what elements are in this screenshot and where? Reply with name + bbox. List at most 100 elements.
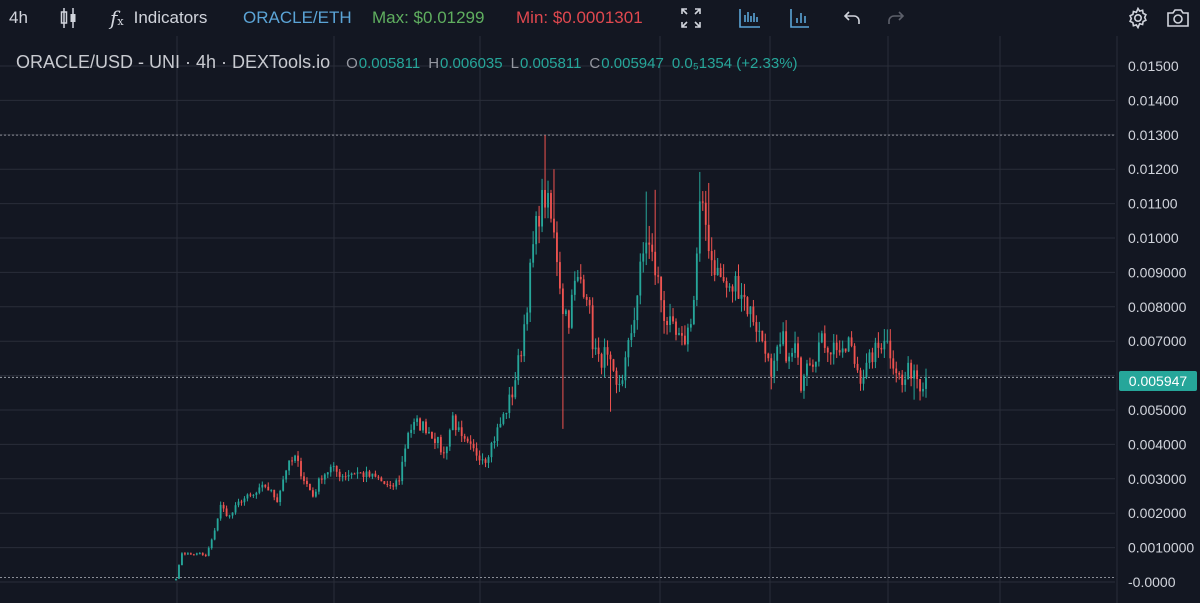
settings-icon[interactable] [1127,0,1149,36]
candle-body [809,363,811,365]
candle-body [746,297,749,315]
candle-body [282,479,285,491]
candle-body [445,446,448,454]
candle-body [276,497,279,503]
candle-body [383,481,386,484]
candle-body [814,361,817,367]
bar-chart-icon[interactable] [739,0,761,36]
price-chart[interactable]: -0.0000 0.0010000 0.002000 0.003000 0.004000… [0,36,1200,603]
candle-body [645,242,648,254]
y-tick-label: -0.0000 [1128,574,1176,590]
candle-body [916,370,918,380]
candle-body [216,518,219,531]
redo-icon[interactable] [887,0,905,36]
candle-body [791,352,793,357]
candle-body [222,504,225,509]
candle-body [895,368,898,374]
price-axis: -0.0000 0.0010000 0.002000 0.003000 0.004000… [1116,36,1194,603]
candle-body [621,380,624,384]
candle-body [913,370,916,379]
candle-body [603,347,606,368]
candle-body [469,441,472,444]
candle-body [249,494,252,496]
candle-body [300,461,302,477]
chart-toolbar: 4h fx Indicators ORACLE/ETH Max: $0.0129… [0,0,1200,36]
indicators-button[interactable]: fx Indicators [110,0,207,36]
candle-body [692,299,695,325]
candle-body [219,504,222,519]
low-value: 0.005811 [519,55,582,72]
candle-body [660,276,663,301]
candle-body [472,443,475,449]
candlestick-chart[interactable]: -0.0000 0.0010000 0.002000 0.003000 0.004000… [0,36,1200,603]
candle-body [576,276,579,281]
candle-body [243,498,246,503]
candle-body [844,348,847,352]
candle-body [776,346,779,361]
candle-body [907,362,910,380]
candle-body [633,320,636,334]
candle-body [561,288,564,315]
candle-body [520,355,523,357]
candle-body [454,415,457,431]
candle-body [526,312,529,325]
candle-body [184,553,186,555]
candle-body [627,340,630,358]
candle-body [892,358,895,369]
candle-body [883,340,886,350]
candle-body [642,253,645,262]
y-tick-label: 0.008000 [1128,299,1187,315]
candle-body [225,508,228,516]
last-price-text: 0.005947 [1128,373,1188,389]
candle-body [588,299,591,306]
candle-body [704,202,707,225]
candle-body [553,218,555,233]
candle-body [755,322,758,332]
candle-body [285,470,288,480]
undo-icon[interactable] [843,0,861,36]
candle-body [803,375,805,391]
candle-body [311,490,314,497]
low-key: L [510,55,519,72]
candle-body [743,294,746,298]
y-tick-label: 0.01100 [1128,196,1178,212]
candle-body [725,281,728,288]
candle-body [463,436,466,439]
candle-body [398,480,401,482]
y-tick-label: 0.003000 [1128,471,1187,487]
candle-body [856,363,859,371]
candle-body [695,253,698,300]
candle-body [785,331,788,362]
candle-body [550,193,552,219]
candle-body [335,465,338,472]
candle-body [624,357,627,381]
candle-body [436,437,439,444]
candle-body [678,333,680,335]
close-value: 0.005947 [601,55,664,72]
candle-body [207,548,210,556]
candle-body [502,414,505,424]
ohlc-legend: ORACLE/USD - UNI · 4h · DEXTools.io O 0.… [16,52,806,73]
candle-body [204,554,207,556]
candle-body [511,394,514,398]
candlestick-icon[interactable] [60,0,78,36]
candle-body [669,316,671,325]
candle-body [189,553,192,555]
volume-chart-icon[interactable] [790,0,810,36]
candle-body [228,515,231,517]
y-tick-label: 0.005000 [1128,402,1187,418]
y-tick-label: 0.01400 [1128,92,1179,108]
pair-button[interactable]: ORACLE/ETH [243,0,352,36]
camera-icon[interactable] [1166,0,1190,36]
y-tick-label: 0.01500 [1128,58,1179,74]
candle-body [261,484,264,488]
candle-body [267,486,270,491]
candle-body [773,360,776,377]
candle-body [636,295,639,321]
candle-body [832,342,835,355]
interval-button[interactable]: 4h [9,0,28,36]
candle-body [481,459,484,461]
fullscreen-icon[interactable] [681,0,701,36]
candle-body [657,275,660,277]
candle-body [186,553,189,555]
